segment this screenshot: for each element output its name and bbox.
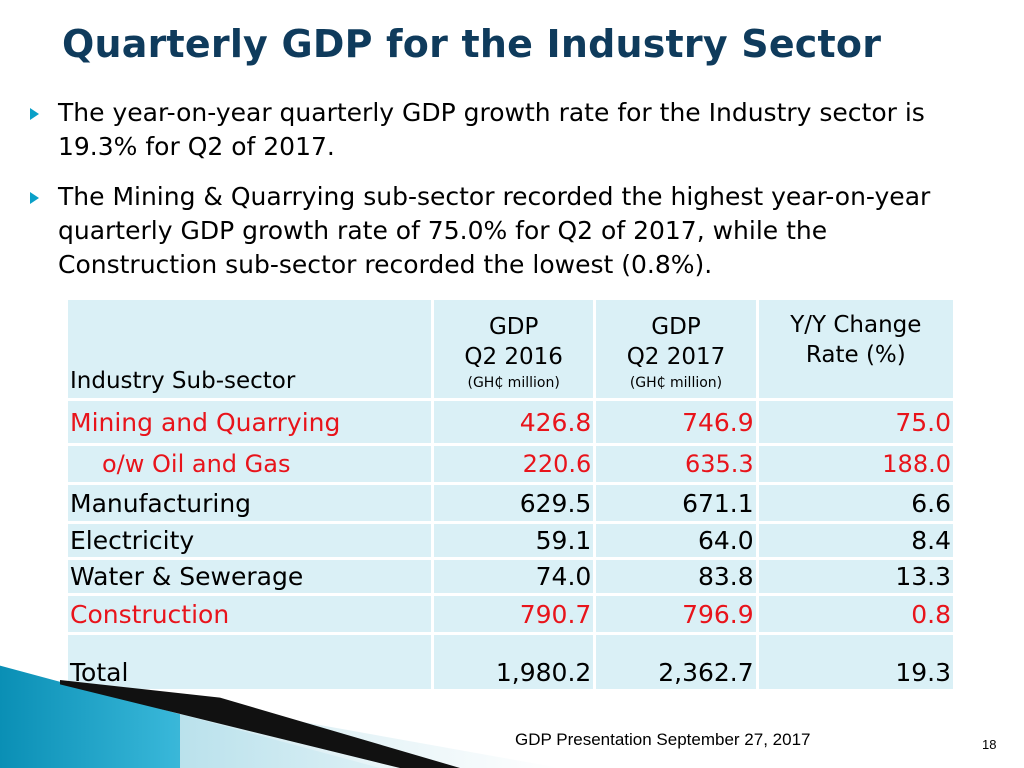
table-total-row: Total 1,980.2 2,362.7 19.3 [68,635,953,689]
table-row: Water & Sewerage 74.0 83.8 13.3 [68,560,953,593]
row-name: Water & Sewerage [68,560,431,593]
table-row: Electricity 59.1 64.0 8.4 [68,524,953,557]
total-change: 19.3 [758,635,953,689]
row-q2-2017: 746.9 [596,401,756,443]
row-q2-2016: 59.1 [433,524,594,557]
row-q2-2017: 83.8 [596,560,756,593]
row-change: 8.4 [758,524,953,557]
bullet-arrow-icon [30,192,39,204]
row-change: 188.0 [758,446,953,482]
bullet-item: The Mining & Quarrying sub-sector record… [28,180,988,282]
row-q2-2017: 64.0 [596,524,756,557]
table-row: Construction 790.7 796.9 0.8 [68,596,953,632]
bullet-list: The year-on-year quarterly GDP growth ra… [28,96,988,282]
header-gdp-q2-2016: GDP Q2 2016 (GH₵ million) [433,300,594,398]
row-q2-2016: 426.8 [433,401,594,443]
row-change: 13.3 [758,560,953,593]
slide-title: Quarterly GDP for the Industry Sector [62,22,882,66]
row-q2-2016: 74.0 [433,560,594,593]
row-q2-2016: 220.6 [433,446,594,482]
bullet-arrow-icon [30,108,39,120]
row-q2-2017: 796.9 [596,596,756,632]
table-row: Mining and Quarrying 426.8 746.9 75.0 [68,401,953,443]
bullet-text: The Mining & Quarrying sub-sector record… [58,182,931,279]
row-q2-2016: 629.5 [433,485,594,521]
total-q2-2016: 1,980.2 [433,635,594,689]
row-change: 6.6 [758,485,953,521]
row-q2-2016: 790.7 [433,596,594,632]
row-name: Mining and Quarrying [68,401,431,443]
table-row: o/w Oil and Gas 220.6 635.3 188.0 [68,446,953,482]
bullet-item: The year-on-year quarterly GDP growth ra… [28,96,988,164]
table-row: Manufacturing 629.5 671.1 6.6 [68,485,953,521]
total-label: Total [68,635,431,689]
table-header-row: Industry Sub-sector GDP Q2 2016 (GH₵ mil… [68,300,953,398]
row-q2-2017: 635.3 [596,446,756,482]
bullet-text: The year-on-year quarterly GDP growth ra… [58,98,925,161]
header-yy-change: Y/Y Change Rate (%) [758,300,953,398]
row-name: Manufacturing [68,485,431,521]
header-gdp-q2-2017: GDP Q2 2017 (GH₵ million) [596,300,756,398]
row-name: Electricity [68,524,431,557]
header-sector: Industry Sub-sector [68,300,431,398]
row-q2-2017: 671.1 [596,485,756,521]
row-change: 75.0 [758,401,953,443]
row-name: Construction [68,596,431,632]
gdp-table: Industry Sub-sector GDP Q2 2016 (GH₵ mil… [65,297,956,697]
footer-text: GDP Presentation September 27, 2017 [515,730,811,749]
row-name: o/w Oil and Gas [68,446,431,482]
page-number: 18 [982,737,997,752]
row-change: 0.8 [758,596,953,632]
total-q2-2017: 2,362.7 [596,635,756,689]
